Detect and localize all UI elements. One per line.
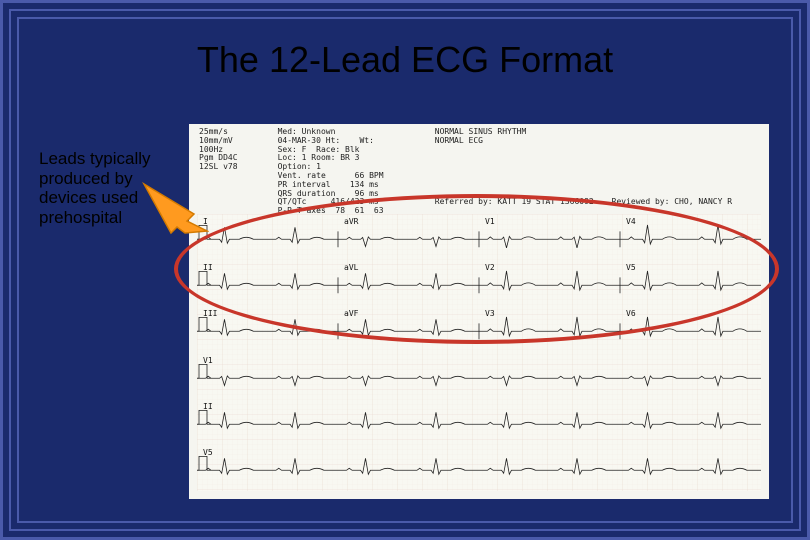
ecg-trace <box>197 227 338 243</box>
ecg-header-col1: 25mm/s 10mm/mV 100Hz Pgm DD4C 12SL v78 <box>199 128 278 213</box>
ecg-header-col2: Med: Unknown 04-MAR-30 Ht: Wt: Sex: F Ra… <box>278 128 435 213</box>
ecg-trace <box>197 273 338 289</box>
ecg-row-svg <box>197 214 761 260</box>
ecg-row-svg <box>197 399 761 445</box>
slide-frame-outer: The 12-Lead ECG Format Leads typically p… <box>0 0 810 540</box>
ecg-header-col4: Reviewed by: CHO, NANCY R <box>612 128 759 213</box>
slide-caption: Leads typically produced by devices used… <box>39 149 179 227</box>
ecg-trace <box>479 236 620 247</box>
ecg-trace <box>479 271 620 290</box>
ecg-row: IIaVLV2V5 <box>197 260 761 306</box>
ecg-row: II <box>197 399 761 445</box>
slide-title: The 12-Lead ECG Format <box>19 39 791 81</box>
ecg-trace <box>197 375 761 385</box>
ecg-trace <box>338 273 479 289</box>
ecg-row-svg <box>197 445 761 491</box>
ecg-trace <box>197 458 761 474</box>
ecg-trace <box>338 237 479 247</box>
ecg-trace <box>620 225 761 244</box>
ecg-trace <box>620 317 761 336</box>
slide-frame-mid: The 12-Lead ECG Format Leads typically p… <box>9 9 801 531</box>
ecg-trace <box>197 320 338 336</box>
ecg-printout: 25mm/s 10mm/mV 100Hz Pgm DD4C 12SL v78 M… <box>189 124 769 499</box>
ecg-row: V5 <box>197 445 761 491</box>
ecg-row-svg <box>197 260 761 306</box>
ecg-strip-area: IaVRV1V4IIaVLV2V5IIIaVFV3V6V1IIV5 <box>197 214 761 491</box>
ecg-row: V1 <box>197 353 761 399</box>
ecg-header-col3: NORMAL SINUS RHYTHM NORMAL ECG Referred … <box>435 128 612 213</box>
ecg-trace <box>197 412 761 428</box>
slide-frame-inner: The 12-Lead ECG Format Leads typically p… <box>17 17 793 523</box>
ecg-row: IaVRV1V4 <box>197 214 761 260</box>
ecg-row: IIIaVFV3V6 <box>197 306 761 352</box>
ecg-header: 25mm/s 10mm/mV 100Hz Pgm DD4C 12SL v78 M… <box>199 128 759 213</box>
ecg-trace <box>620 271 761 290</box>
ecg-trace <box>338 320 479 336</box>
ecg-trace <box>479 317 620 336</box>
ecg-row-svg <box>197 306 761 352</box>
ecg-row-svg <box>197 353 761 399</box>
